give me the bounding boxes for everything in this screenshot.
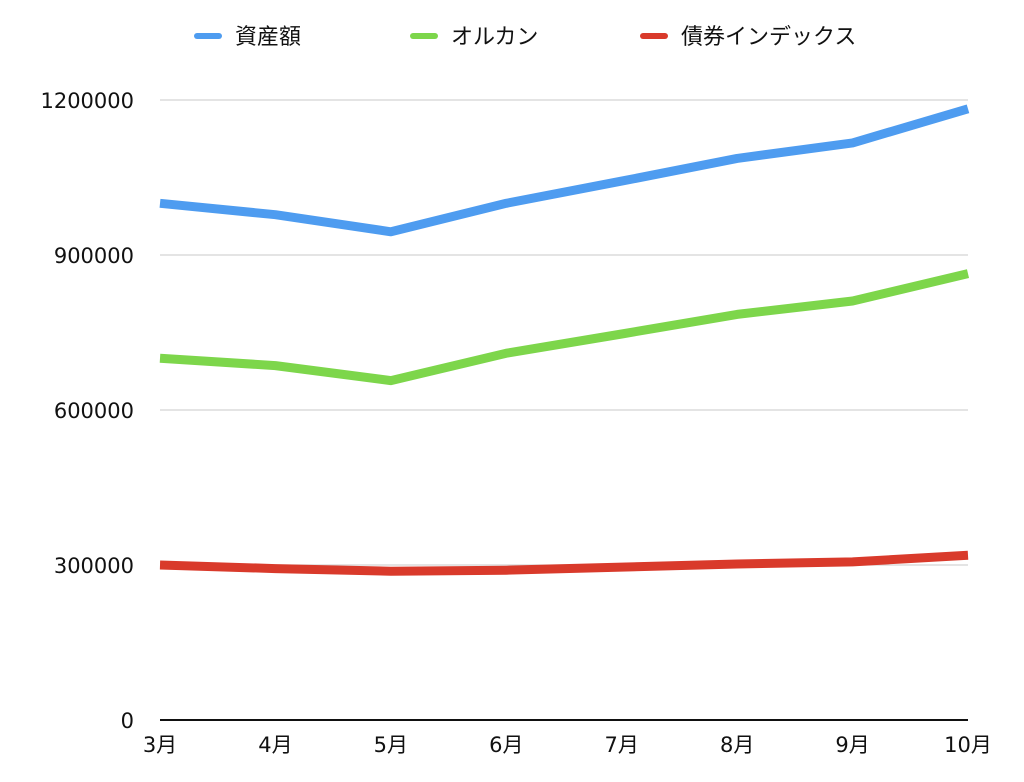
x-tick-label: 6月 [489, 733, 523, 757]
legend-item: オルカン [410, 25, 538, 50]
y-tick-label: 600000 [54, 399, 134, 423]
x-tick-label: 9月 [835, 733, 869, 757]
legend-item: 資産額 [194, 25, 301, 50]
legend: 資産額 オルカン 債券インデックス [194, 25, 856, 50]
y-tick-label: 900000 [54, 244, 134, 268]
gridlines [160, 99, 968, 566]
legend-item: 債券インデックス [640, 25, 856, 50]
x-tick-label: 8月 [720, 733, 754, 757]
x-tick-label: 3月 [143, 733, 177, 757]
legend-label: 債券インデックス [681, 25, 856, 50]
series-lines [159, 104, 970, 576]
legend-label: オルカン [451, 25, 538, 50]
y-axis-tick-labels: 0 300000 600000 900000 1200000 [40, 89, 134, 733]
y-tick-label: 1200000 [40, 89, 134, 113]
x-tick-label: 4月 [258, 733, 292, 757]
x-tick-label: 5月 [374, 733, 408, 757]
series-line [159, 550, 969, 576]
x-tick-label: 7月 [605, 733, 639, 757]
series-line [159, 104, 970, 237]
x-tick-label: 10月 [944, 733, 992, 757]
series-line [159, 269, 970, 386]
y-tick-label: 300000 [54, 554, 134, 578]
x-axis-tick-labels: 3月 4月 5月 6月 7月 8月 9月 10月 [143, 733, 992, 757]
legend-label: 資産額 [235, 25, 301, 50]
y-tick-label: 0 [121, 709, 134, 733]
